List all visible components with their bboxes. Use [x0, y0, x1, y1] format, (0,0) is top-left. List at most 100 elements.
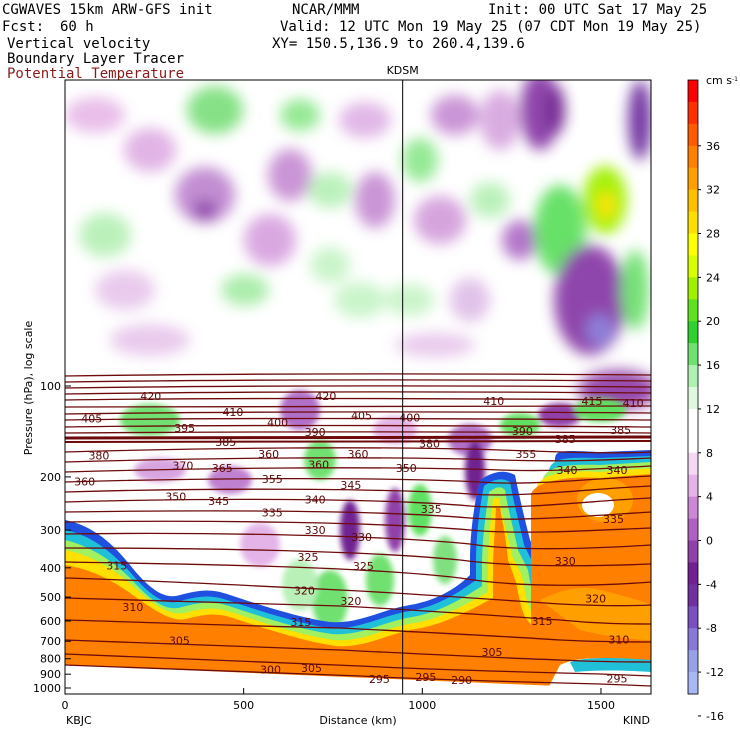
colorbar-swatch — [688, 123, 698, 147]
colorbar-tick-label: -4 — [706, 578, 717, 591]
isentrope-label: 385 — [610, 424, 631, 437]
isentrope-label: 320 — [340, 595, 361, 608]
colorbar-swatch — [688, 233, 698, 256]
x-axis-label: Distance (km) — [319, 714, 396, 727]
boundary-layer-tracer — [65, 450, 651, 694]
isentrope-label: 325 — [353, 560, 374, 573]
isentrope-label: 420 — [140, 390, 161, 403]
forecast-hour: 60 h — [60, 19, 94, 35]
y-tick-label-500: 500 — [40, 591, 61, 604]
isentrope-label: 345 — [340, 479, 361, 492]
isentrope-label: 370 — [172, 459, 193, 472]
isentrope-label: 380 — [88, 450, 109, 463]
colorbar-swatch — [688, 167, 698, 191]
colorbar-tick-label: 20 — [706, 315, 720, 328]
colorbar-swatch — [688, 430, 698, 454]
isentrope-label: 405 — [81, 412, 102, 425]
colorbar-swatch — [688, 452, 698, 476]
field-boundary-layer-tracer: Boundary Layer Tracer — [7, 51, 185, 67]
colorbar-swatch — [688, 584, 698, 607]
colorbar-tick-label: 16 — [706, 359, 720, 372]
colorbar-swatch — [688, 211, 698, 234]
isentrope-label: 335 — [421, 503, 442, 516]
colorbar-tick-label: 36 — [706, 140, 720, 153]
colorbar-swatch — [688, 474, 698, 498]
isentrope-label: 315 — [532, 615, 553, 628]
colorbar-swatch — [688, 650, 698, 673]
y-tick-label-400: 400 — [40, 562, 61, 575]
x-tick-label-0: 0 — [62, 699, 69, 712]
isentrope-label: 310 — [608, 633, 629, 646]
isentrope-label: 415 — [582, 395, 603, 408]
colorbar-swatch — [688, 606, 698, 629]
colorbar-swatch — [688, 189, 698, 213]
y-tick-label-1000: 1000 — [33, 682, 61, 695]
isentrope-label: 360 — [348, 448, 369, 461]
forecast-label: Fcst: — [2, 19, 45, 35]
isentrope-label: 385 — [555, 433, 576, 446]
field-vertical-velocity: Vertical velocity — [7, 36, 151, 52]
isentrope-label: 295 — [415, 671, 436, 684]
x-tick-label-1500: 1500 — [587, 699, 615, 712]
isentrope-label: 410 — [623, 397, 644, 410]
colorbar-tick-label: -16 — [706, 710, 724, 723]
isentrope-label: 305 — [481, 646, 502, 659]
isentrope-label: 295 — [369, 673, 390, 686]
y-tick-label-200: 200 — [40, 471, 61, 484]
isentrope-label: 350 — [165, 490, 186, 503]
isentrope-label: 360 — [74, 475, 95, 488]
isentrope-label: 305 — [301, 662, 322, 675]
isentrope-label: 400 — [267, 416, 288, 429]
cross-section-endpoints: XY= 150.5,136.9 to 260.4,139.6 — [272, 36, 525, 52]
isentrope-label: 395 — [174, 422, 195, 435]
isentrope-label: 400 — [399, 411, 420, 424]
field-potential-temperature: Potential Temperature — [7, 66, 185, 82]
colorbar-swatch — [688, 101, 698, 125]
colorbar-swatch — [688, 540, 698, 563]
x-tick-label-500: 500 — [233, 699, 254, 712]
isentrope-label: 315 — [290, 616, 311, 629]
y-tick-label-300: 300 — [40, 524, 61, 537]
isentrope-label: 355 — [262, 473, 283, 486]
y-tick-label-700: 700 — [40, 635, 61, 648]
colorbar-tick-label: 4 — [706, 491, 713, 504]
isentrope-label: 410 — [483, 395, 504, 408]
colorbar-tick-label: 32 — [706, 184, 720, 197]
isentrope-label: 365 — [212, 462, 233, 475]
isentrope-label: 290 — [451, 674, 472, 687]
y-tick-label-600: 600 — [40, 615, 61, 628]
isentrope-label: 330 — [555, 555, 576, 568]
isentrope-label: 295 — [607, 672, 628, 685]
y-tick-label-100: 100 — [40, 380, 61, 393]
isentrope-label: 335 — [603, 513, 624, 526]
y-tick-label-800: 800 — [40, 653, 61, 666]
isentrope-label: 340 — [607, 464, 628, 477]
colorbar-swatch — [688, 672, 698, 695]
org-label: NCAR/MMM — [292, 2, 360, 18]
isentrope-label: 390 — [512, 425, 533, 438]
isentrope-label: 300 — [260, 664, 281, 677]
isentrope-label: 315 — [106, 560, 127, 573]
colorbar-tick-label: 0 — [706, 535, 713, 548]
colorbar-swatch — [688, 628, 698, 651]
isentrope-label: 330 — [305, 524, 326, 537]
isentrope-label: 355 — [515, 448, 536, 461]
colorbar-tick-label: 28 — [706, 228, 720, 241]
isentrope-label: 380 — [419, 437, 440, 450]
colorbar-tick-label: 8 — [706, 447, 713, 460]
mid-level-velocity-bands — [120, 390, 626, 630]
colorbar-swatch — [688, 80, 698, 103]
colorbar-swatch — [688, 343, 698, 366]
colorbar-tick-label: -8 — [706, 622, 717, 635]
isentrope-label: 345 — [208, 495, 229, 508]
plot-frame — [64, 79, 652, 695]
colorbar-swatch — [688, 145, 698, 169]
model-title: CGWAVES 15km ARW-GFS init — [2, 2, 213, 18]
isentrope-label: 320 — [585, 592, 606, 605]
right-station-label: KIND — [623, 714, 650, 727]
x-tick-label-1000: 1000 — [408, 699, 436, 712]
colorbar-tick-label: -12 — [706, 666, 724, 679]
